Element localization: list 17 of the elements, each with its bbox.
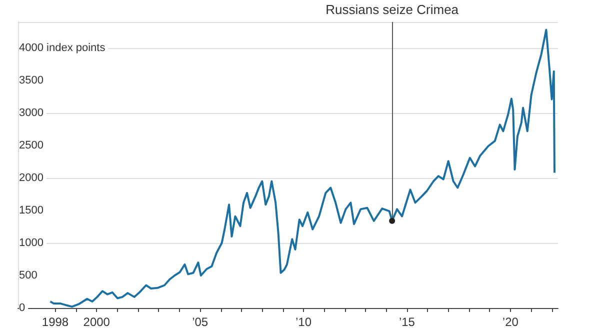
x-tick-label: ’15 — [398, 315, 416, 329]
x-tick-label: ’10 — [296, 315, 312, 329]
x-tick-label: ’05 — [192, 315, 208, 329]
y-tick-label: 4000 index points — [19, 42, 106, 54]
y-tick-label: 2000 — [19, 172, 44, 184]
y-tick-label: 0 — [19, 302, 26, 314]
x-tick-label: 1998 — [42, 315, 69, 329]
y-tick-label: 1000 — [19, 237, 44, 249]
y-tick-label: 500 — [19, 270, 38, 282]
x-tick-label: 2000 — [83, 315, 110, 329]
x-tick-label: ’20 — [502, 315, 519, 329]
y-tick-label: 1500 — [19, 204, 44, 216]
line-series — [49, 28, 556, 308]
annotation: Russians seize Crimea — [326, 2, 460, 17]
y-tick-label: 2500 — [19, 140, 44, 152]
y-tick-label: 3500 — [19, 74, 44, 86]
y-tick-label: 3000 — [19, 107, 44, 119]
